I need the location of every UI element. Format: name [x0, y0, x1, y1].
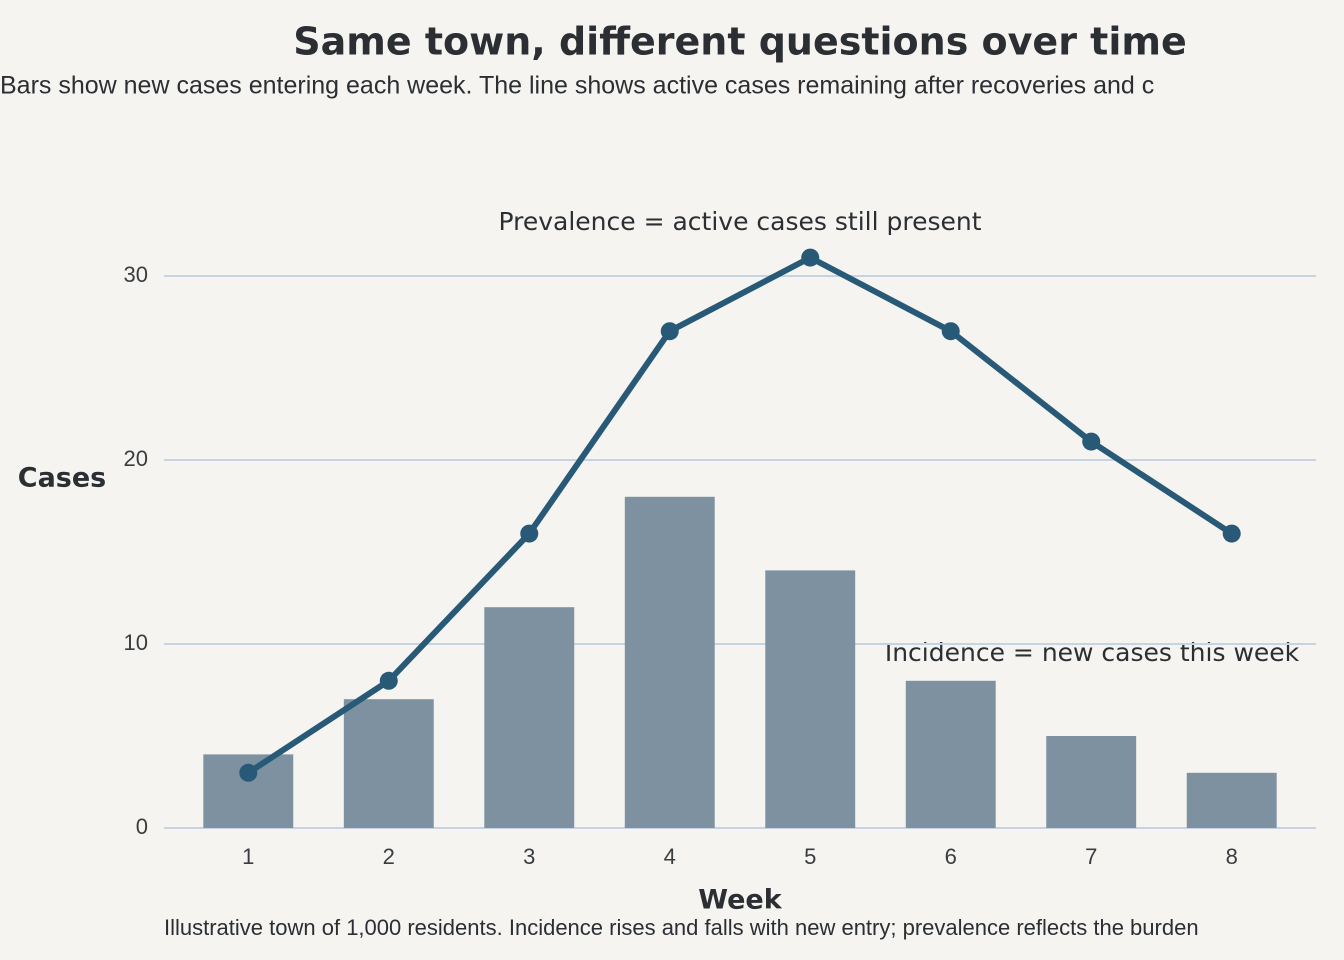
bar — [624, 496, 715, 828]
x-tick-label: 5 — [804, 844, 816, 869]
annotation: Prevalence = active cases still present — [498, 207, 981, 236]
bar — [905, 680, 996, 828]
point — [1082, 432, 1101, 451]
y-tick-label: 30 — [124, 262, 148, 287]
chart-title: Same town, different questions over time — [293, 20, 1186, 64]
x-tick-label: 6 — [945, 844, 957, 869]
point — [239, 763, 258, 782]
point — [520, 524, 539, 543]
bar — [765, 570, 856, 828]
x-tick-label: 8 — [1226, 844, 1238, 869]
bar — [343, 699, 434, 828]
point — [379, 671, 398, 690]
chart-subtitle: Bars show new cases entering each week. … — [0, 72, 1154, 100]
point — [801, 248, 820, 267]
y-tick-label: 0 — [136, 814, 148, 839]
bar — [1186, 772, 1277, 828]
x-tick-label: 3 — [523, 844, 535, 869]
point — [941, 322, 960, 341]
y-tick-label: 20 — [124, 446, 148, 471]
y-tick-label: 10 — [124, 630, 148, 655]
x-tick-label: 4 — [664, 844, 676, 869]
x-tick-label: 1 — [242, 844, 254, 869]
x-tick-label: 7 — [1085, 844, 1097, 869]
y-axis-label: Cases — [18, 463, 107, 494]
x-axis-label: Week — [698, 885, 782, 916]
caption: Illustrative town of 1,000 residents. In… — [164, 915, 1199, 940]
point — [660, 322, 679, 341]
bar — [1046, 736, 1137, 828]
line — [246, 254, 1234, 776]
x-tick-label: 2 — [383, 844, 395, 869]
bar — [484, 607, 575, 828]
annotation: Incidence = new cases this week — [885, 638, 1300, 667]
point — [1222, 524, 1241, 543]
